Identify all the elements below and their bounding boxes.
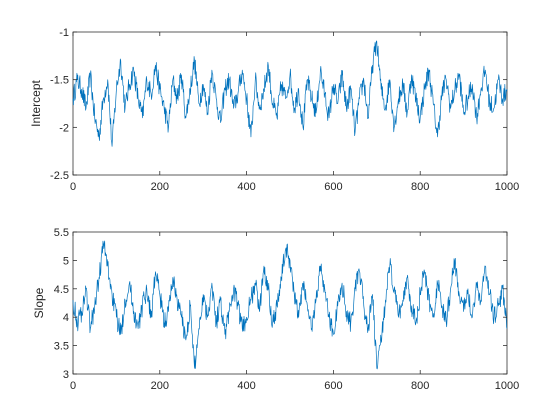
slope-ytick-label: 5	[63, 255, 69, 267]
intercept-ytick-label: -1.5	[50, 75, 69, 87]
slope-xtick-label: 200	[151, 380, 169, 392]
slope-xtick-label: 0	[70, 380, 76, 392]
intercept-xtick-label: 400	[237, 181, 255, 193]
slope-subplot: 0 200 400 600 800 1000 3 3.5 4 4.5 5 5.5 Slope	[32, 227, 519, 392]
intercept-ytick-label: -2	[59, 122, 69, 134]
intercept-ytick-label: -1	[59, 27, 69, 39]
slope-xtick-label: 600	[324, 380, 342, 392]
slope-xtick-label: 400	[237, 380, 255, 392]
intercept-ytick-label: -2.5	[50, 170, 69, 182]
slope-ytick-label: 3.5	[54, 341, 69, 353]
intercept-xtick-label: 0	[70, 181, 76, 193]
intercept-xtick-label: 1000	[495, 181, 519, 193]
intercept-xtick-label: 600	[324, 181, 342, 193]
intercept-ylabel: Intercept	[29, 79, 43, 126]
slope-ylabel: Slope	[32, 287, 46, 318]
slope-ytick-label: 5.5	[54, 227, 69, 239]
slope-ytick-label: 4	[63, 312, 69, 324]
slope-xtick-label: 800	[411, 380, 429, 392]
intercept-plot-area	[72, 31, 508, 176]
intercept-trace	[72, 40, 508, 147]
slope-plot-area	[72, 231, 508, 375]
intercept-xtick-label: 800	[411, 181, 429, 193]
slope-trace	[72, 240, 508, 370]
slope-ytick-label: 3	[63, 369, 69, 381]
slope-ticks: 0 200 400 600 800 1000 3 3.5 4 4.5 5 5.5	[54, 227, 520, 392]
intercept-xtick-label: 200	[151, 181, 169, 193]
intercept-subplot: 0 200 400 600 800 1000 -2.5 -2 -1.5 -1 Intercept	[29, 27, 519, 193]
slope-ytick-label: 4.5	[54, 284, 69, 296]
slope-xtick-label: 1000	[495, 380, 519, 392]
intercept-ticks: 0 200 400 600 800 1000 -2.5 -2 -1.5 -1	[50, 27, 519, 193]
